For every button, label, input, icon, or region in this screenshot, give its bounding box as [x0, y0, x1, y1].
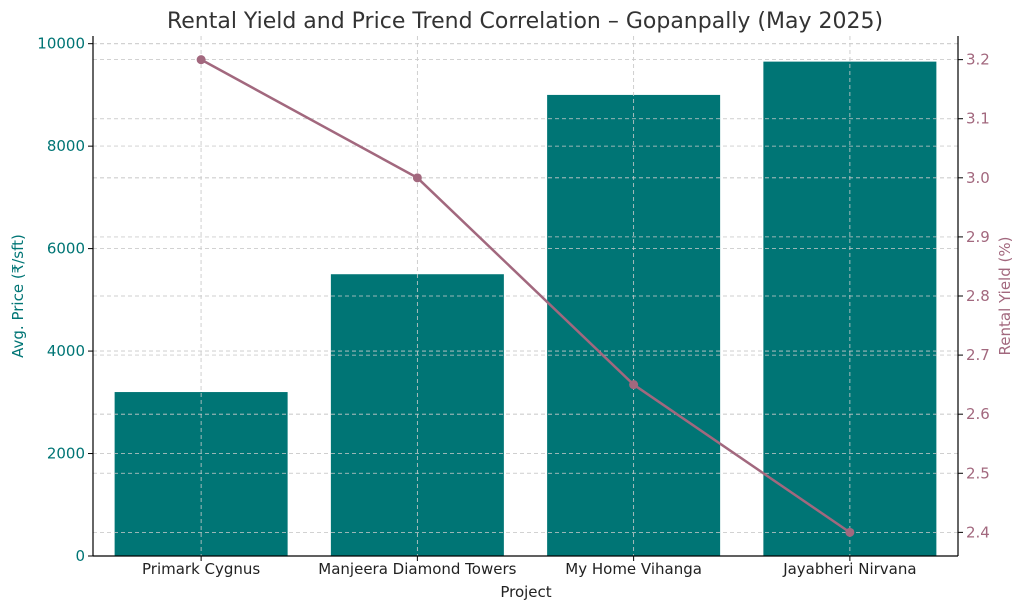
rental-yield-point: [196, 55, 206, 65]
y-right-tick-label: 2.6: [966, 405, 990, 423]
y-right-tick-label: 2.7: [966, 346, 990, 364]
y-right-tick-label: 3.1: [966, 110, 990, 128]
grid-overlay: [93, 36, 958, 557]
rental-yield-line: [200, 58, 851, 534]
rental-yield-point: [845, 527, 855, 537]
line-series: [196, 55, 855, 537]
axes: 0 2000 4000 6000 8000 10000 2.4 2.5 2.6 2.7 2.8 2.9…: [37, 35, 990, 578]
rental-yield-point: [629, 380, 639, 390]
x-tick-label: Jayabheri Nirvana: [782, 560, 916, 578]
y-right-tick-label: 2.5: [966, 464, 990, 482]
x-tick-label: My Home Vihanga: [565, 560, 702, 578]
x-tick-label: Primark Cygnus: [142, 560, 260, 578]
y-right-tick-label: 2.9: [966, 228, 990, 246]
y-right-tick-label: 2.4: [966, 523, 990, 541]
y-left-tick-label: 0: [75, 547, 85, 565]
y-left-tick-label: 4000: [47, 342, 85, 360]
right-axis-label: Rental Yield (%): [996, 237, 1014, 356]
y-left-tick-label: 10000: [37, 35, 85, 53]
y-right-tick-label: 2.8: [966, 287, 990, 305]
y-right-tick-label: 3.0: [966, 169, 990, 187]
y-right-tick-label: 3.2: [966, 51, 990, 69]
x-tick-label: Manjeera Diamond Towers: [318, 560, 516, 578]
left-axis-label: Avg. Price (₹/sft): [9, 234, 27, 358]
y-left-tick-label: 8000: [47, 137, 85, 155]
chart-title: Rental Yield and Price Trend Correlation…: [167, 9, 883, 34]
y-left-tick-label: 2000: [47, 445, 85, 463]
bar-series: [114, 61, 937, 557]
rental-yield-point: [412, 173, 422, 183]
y-left-tick-label: 6000: [47, 240, 85, 258]
x-axis-label: Project: [500, 583, 551, 601]
